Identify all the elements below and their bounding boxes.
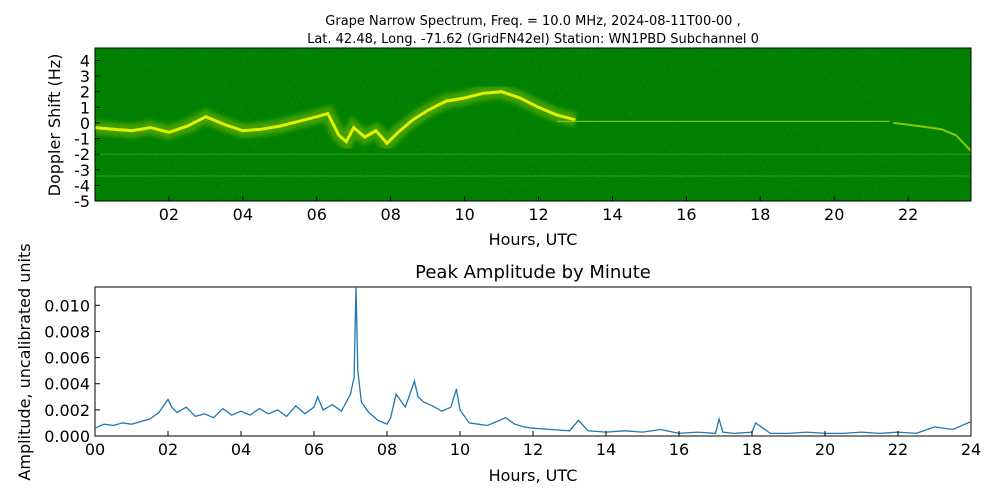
y-tick-label: 3: [80, 67, 90, 86]
x-tick-label: 18: [750, 205, 770, 224]
amplitude-y-label: Amplitude, uncalibrated units: [15, 243, 34, 480]
y-tick-label: 0.006: [44, 349, 90, 368]
y-tick-label: -5: [74, 192, 90, 211]
spectrogram-x-ticks: 02 04 06 08 10 12 14 16 18 20 22: [159, 196, 918, 224]
x-tick-label: 12: [528, 205, 548, 224]
spectrogram-x-label: Hours, UTC: [489, 230, 578, 249]
x-tick-label: 10: [454, 205, 474, 224]
x-tick-label: 14: [602, 205, 622, 224]
x-tick-label: 02: [158, 440, 178, 459]
amplitude-x-label: Hours, UTC: [489, 466, 578, 485]
x-tick-label: 08: [377, 440, 397, 459]
amplitude-frame: [94, 286, 972, 437]
y-tick-label: 0.002: [44, 401, 90, 420]
x-tick-label: 20: [824, 205, 844, 224]
x-tick-label: 20: [815, 440, 835, 459]
x-tick-label: 10: [450, 440, 470, 459]
x-tick-label: 24: [961, 440, 981, 459]
x-tick-label: 18: [742, 440, 762, 459]
y-tick-label: -1: [74, 130, 90, 149]
spectrogram-signal: [95, 84, 971, 177]
y-tick-label: 0.008: [44, 322, 90, 341]
y-tick-label: -4: [74, 176, 90, 195]
y-tick-label: 0.000: [44, 427, 90, 446]
x-tick-label: 08: [381, 205, 401, 224]
y-tick-label: 4: [80, 51, 90, 70]
amplitude-y-ticks: 0.000 0.002 0.004 0.006 0.008 0.010: [44, 296, 100, 446]
spectrogram-frame: [94, 47, 972, 202]
x-tick-label: 16: [676, 205, 696, 224]
x-tick-label: 12: [523, 440, 543, 459]
y-tick-label: 1: [80, 98, 90, 117]
x-tick-label: 14: [596, 440, 616, 459]
x-tick-label: 00: [85, 440, 105, 459]
x-tick-label: 22: [898, 205, 918, 224]
y-tick-label: 2: [80, 83, 90, 102]
late-trace: [893, 121, 971, 152]
figure-title-line2: Lat. 42.48, Long. -71.62 (GridFN42el) St…: [307, 32, 759, 47]
x-tick-label: 06: [307, 205, 327, 224]
y-tick-label: -2: [74, 145, 90, 164]
y-tick-label: 0.004: [44, 375, 90, 394]
x-tick-label: 02: [159, 205, 179, 224]
y-tick-label: 0.010: [44, 296, 90, 315]
amplitude-plot: [94, 286, 972, 435]
amplitude-x-ticks: 00 02 04 06 08 10 12 14 16 18 20 22 24: [85, 431, 981, 459]
x-tick-label: 04: [233, 205, 253, 224]
spectrogram-y-label: Doppler Shift (Hz): [45, 54, 64, 197]
y-tick-label: -3: [74, 161, 90, 180]
amplitude-panel: Peak Amplitude by Minute 00 02 04 06 08 10 12 1…: [15, 243, 981, 485]
amplitude-series-line: [94, 286, 972, 435]
doppler-trace: [95, 90, 576, 146]
figure-title-line1: Grape Narrow Spectrum, Freq. = 10.0 MHz,…: [325, 14, 740, 29]
x-tick-label: 06: [304, 440, 324, 459]
x-tick-label: 22: [888, 440, 908, 459]
y-tick-label: 0: [80, 114, 90, 133]
x-tick-label: 04: [231, 440, 251, 459]
amplitude-title: Peak Amplitude by Minute: [415, 262, 651, 283]
x-tick-label: 16: [669, 440, 689, 459]
